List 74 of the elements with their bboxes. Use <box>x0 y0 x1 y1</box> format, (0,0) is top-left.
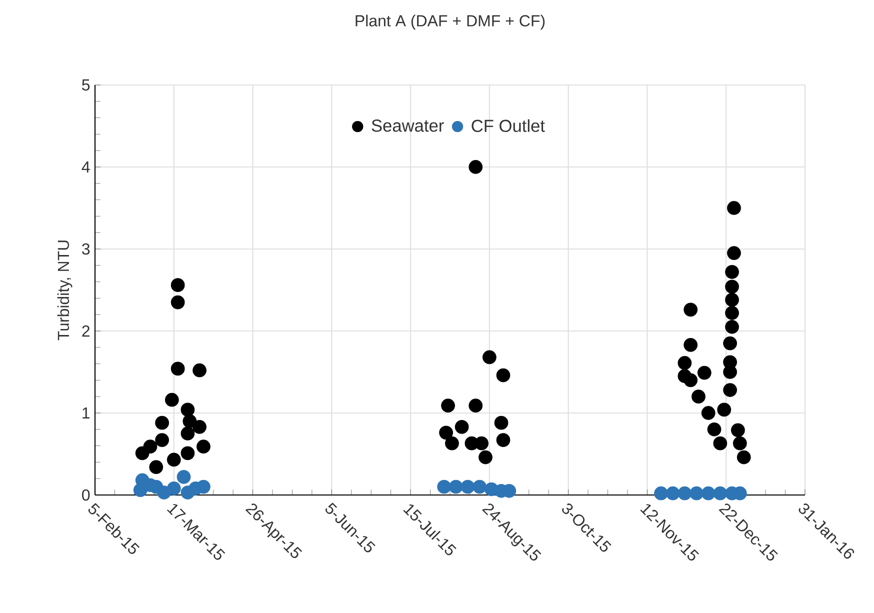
point <box>182 414 197 428</box>
point <box>666 486 680 500</box>
point <box>731 423 745 438</box>
point <box>460 480 475 494</box>
point <box>692 390 706 404</box>
point <box>496 368 510 382</box>
point <box>180 446 195 460</box>
point <box>170 362 185 376</box>
point <box>170 295 185 310</box>
y-tick-label: 2 <box>82 325 90 337</box>
point <box>727 246 741 260</box>
point <box>448 480 463 494</box>
point <box>723 355 737 370</box>
point <box>701 486 716 500</box>
point <box>496 433 510 447</box>
point <box>713 486 728 500</box>
legend-label: CF Outlet <box>472 119 545 132</box>
y-axis-title: Turbidity, NTU <box>57 240 72 340</box>
point <box>170 278 185 292</box>
point <box>678 356 692 370</box>
point <box>192 420 206 434</box>
point <box>701 406 716 420</box>
point <box>684 302 698 317</box>
point <box>180 426 195 440</box>
point <box>439 426 453 440</box>
point <box>684 338 698 352</box>
point <box>441 398 455 413</box>
point <box>468 160 483 174</box>
point <box>176 470 191 484</box>
point <box>474 436 488 450</box>
point <box>725 265 739 279</box>
point <box>472 480 487 494</box>
point <box>725 306 739 320</box>
chart-title: Plant A (DAF + DMF + CF) <box>356 14 545 30</box>
point <box>725 280 739 294</box>
point <box>654 486 668 500</box>
point <box>192 363 206 378</box>
point <box>454 420 469 434</box>
point <box>149 460 164 474</box>
point <box>723 336 737 350</box>
point <box>143 440 158 454</box>
point <box>678 486 692 500</box>
point <box>155 433 169 447</box>
legend-label: Seawater <box>372 120 444 132</box>
point <box>690 486 704 500</box>
point <box>723 383 737 397</box>
point <box>725 292 739 307</box>
point <box>725 320 739 334</box>
point <box>166 452 181 467</box>
point <box>180 402 195 417</box>
point <box>494 416 508 430</box>
point <box>707 422 722 436</box>
point <box>713 436 728 450</box>
point <box>196 480 210 494</box>
y-tick-label: 4 <box>82 162 90 172</box>
y-tick-label: 5 <box>82 79 90 91</box>
point <box>717 402 732 417</box>
point <box>155 416 169 430</box>
point <box>684 373 698 388</box>
point <box>164 392 179 407</box>
point <box>482 350 496 364</box>
point <box>478 450 492 464</box>
point <box>697 366 712 380</box>
y-tick-label: 1 <box>82 407 90 418</box>
point <box>468 398 483 413</box>
point <box>727 201 741 215</box>
point <box>445 436 459 450</box>
point <box>196 440 210 454</box>
point <box>732 436 747 450</box>
point <box>437 480 452 494</box>
point <box>736 450 751 464</box>
y-tick-label: 3 <box>82 243 90 255</box>
y-tick-label: 0 <box>82 489 90 501</box>
point <box>166 481 181 496</box>
